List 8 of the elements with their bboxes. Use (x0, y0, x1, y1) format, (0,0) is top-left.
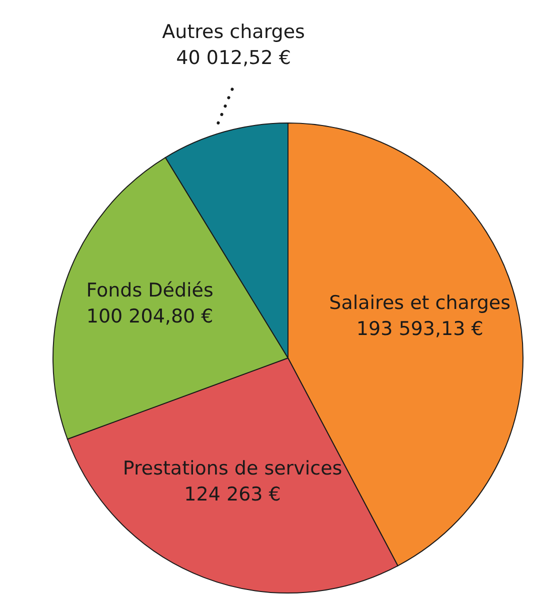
data-label: 193 593,13 € (356, 318, 484, 340)
data-label: 100 204,80 € (86, 306, 214, 328)
slice-label: Prestations de services (122, 458, 342, 480)
data-label: 124 263 € (184, 484, 281, 506)
slice-label: Autres charges (162, 21, 305, 43)
data-label: 40 012,52 € (176, 47, 291, 69)
slice-label: Fonds Dédiés (86, 280, 214, 302)
slice-label: Salaires et charges (329, 292, 511, 314)
